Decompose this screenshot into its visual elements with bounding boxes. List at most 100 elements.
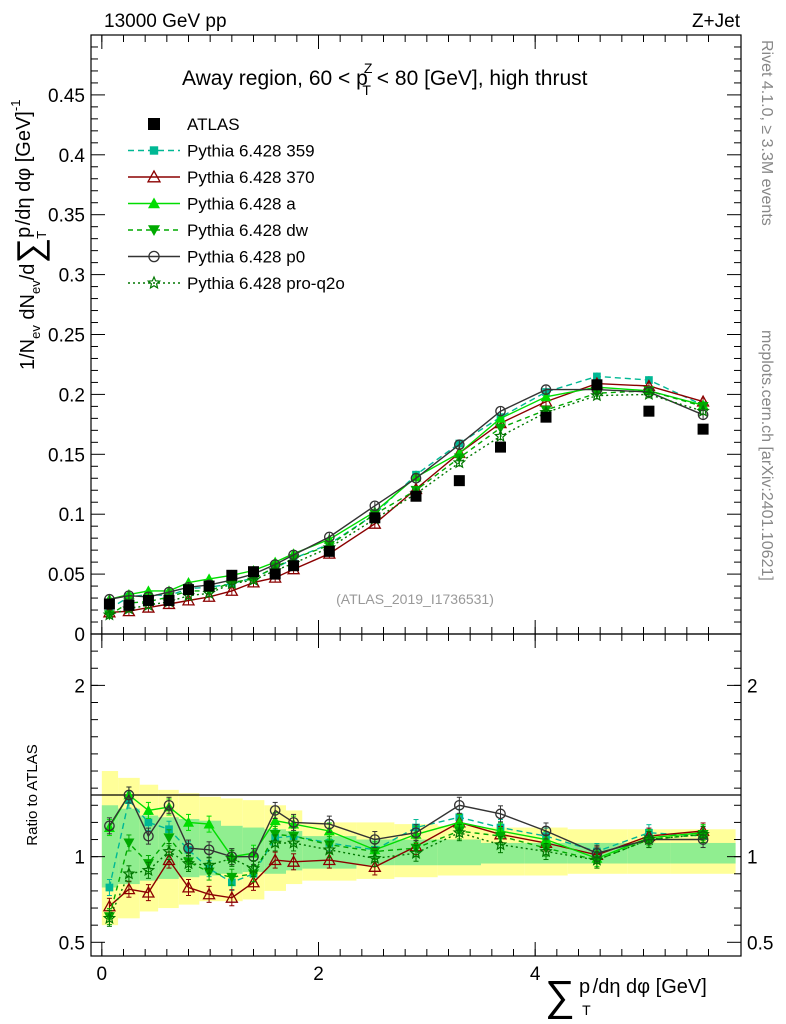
main-ytick-label: 0.45 [48,86,85,107]
ratio-ytick-label-right: 2 [747,676,758,697]
legend-marker-3 [148,225,160,236]
main-series [102,372,710,621]
legend-label-5: Pythia 6.428 pro-q2o [187,274,345,293]
ratio-series [102,786,710,927]
atlas-data-point [203,580,215,592]
ratio-point [369,834,381,845]
main-ylabel: 1/Nev dNev/d∑pT /dη dφ [GeV]-1 [8,100,50,370]
ratio-point [452,825,467,839]
ratio-point [105,883,114,892]
atlas-data-point [103,598,115,610]
ratio-point [202,858,216,871]
ratio-point [162,844,176,858]
atlas-data-point [248,566,259,578]
ratio-point [165,825,173,834]
ratio-point [286,854,301,867]
main-ytick-label: 0 [74,625,85,646]
main-ytick-label: 0.2 [59,385,85,406]
legend-marker-2 [148,197,160,209]
ratio-point [203,818,215,829]
ratio-ytick-label-right: 0.5 [747,933,773,954]
series-line-5 [109,393,704,616]
ratio-point [539,844,553,858]
legend-label-2: Pythia 6.428 a [187,195,296,214]
atlas-data-point [495,441,506,453]
atlas-data-point [123,599,135,611]
legend-label-1: Pythia 6.428 370 [187,168,315,187]
ratio-point [268,835,282,849]
ratio-point [141,863,156,877]
series-point [369,500,381,512]
main-ytick-label: 0.35 [48,206,85,227]
legend-label-3: Pythia 6.428 dw [187,221,309,240]
legend-marker-atlas [148,118,160,130]
main-ytick-label: 0.4 [59,146,86,167]
ratio-point [183,816,194,827]
ratio-point [143,830,154,842]
ratio-xlabel: ∑ p T/dη dφ [GeV] [545,972,707,1019]
series-point [495,412,506,423]
legend-marker-1 [146,169,162,183]
ratio-point [368,851,382,865]
legend-label-0: Pythia 6.428 359 [187,142,315,161]
ratio-point [453,816,465,827]
atlas-data-point [591,379,603,391]
analysis-watermark: (ATLAS_2019_I1736531) [336,591,494,607]
ratio-point [696,827,710,841]
atlas-data-point [697,423,709,435]
main-panel: 0 0.05 0.1 0.15 0.2 0.25 0.3 0.35 0.4 0.45 (ATLAS… [8,34,742,646]
ratio-xtick-label: 2 [313,964,324,985]
series-point [452,455,467,469]
series-point [540,391,552,402]
atlas-data-point [163,594,175,606]
series-point [495,423,506,434]
source-label: mcplots.cern.ch [arXiv:2401.10621] [758,330,775,581]
ratio-point [225,851,239,865]
ratio-point [288,817,299,828]
ratio-ytick-label: 2 [74,676,85,697]
ratio-point [104,820,115,832]
svg-text:1/Nev dNev/d∑pT /dη dφ [GeV]-: 1/Nev dNev/d∑pT /dη dφ [GeV]-1 [8,100,50,370]
series-point [696,404,710,417]
ratio-point [246,861,261,875]
series-point [225,584,239,596]
main-ytick-label: 0.3 [59,266,85,287]
ratio-point [269,815,281,826]
ratio-point [368,860,382,872]
series-point [540,384,552,395]
ratio-point [183,842,194,854]
series-point [410,472,422,484]
ratio-point [268,853,282,866]
ratio-point [226,872,238,883]
ratio-panel: 0.5 0.5 1 1 2 2 0 2 4 Ratio to ATLAS ∑ p T/dη dφ [… [24,633,773,1019]
ratio-band-inner [437,839,481,866]
ratio-point [181,856,196,870]
ratio-point [590,853,604,866]
ratio-axes: 0.5 0.5 1 1 2 2 0 2 4 [59,634,773,985]
main-ytick-label: 0.05 [48,565,85,586]
series-point [495,405,506,417]
atlas-data-point [453,475,465,487]
main-ytick-label: 0.15 [48,445,85,466]
ratio-point [162,853,176,866]
series-point [246,573,261,586]
atlas-data-point [226,569,238,581]
ratio-band-inner [627,842,671,864]
ratio-ytick-label-right: 1 [747,848,758,869]
atlas-data-point [323,545,335,557]
ratio-ytick-label: 1 [74,848,85,869]
ratio-point [540,825,552,837]
ratio-point [142,804,154,815]
ratio-point [123,838,135,849]
ratio-xtick-label: 0 [97,964,108,985]
ratio-point [141,885,156,898]
ratio-frame [90,633,742,957]
energy-label: 13000 GeV pp [104,11,227,32]
ratio-point [163,833,175,844]
process-label: Z+Jet [692,11,741,32]
ratio-point [246,875,261,888]
atlas-data-point [410,490,422,502]
main-yaxis: 0 0.05 0.1 0.15 0.2 0.25 0.3 0.35 0.4 0.45 [48,35,741,646]
ratio-point [410,827,422,839]
